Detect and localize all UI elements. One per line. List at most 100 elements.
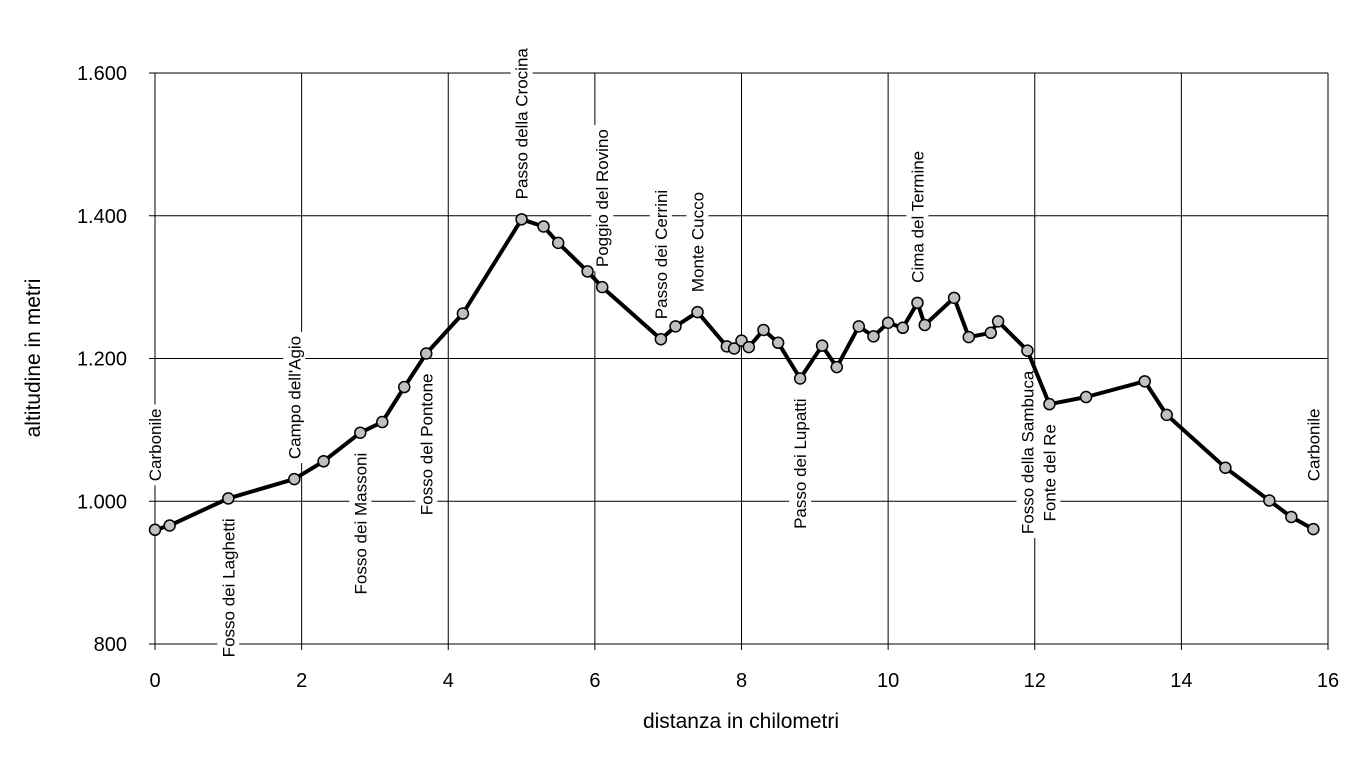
annotation-label: Cima del Termine: [906, 146, 929, 287]
data-point: [881, 316, 895, 330]
x-tick-label: 2: [296, 670, 307, 692]
annotation-background: [144, 404, 166, 486]
x-tick-label: 10: [877, 670, 899, 692]
annotation-background: [789, 394, 812, 533]
annotation-background: [283, 331, 306, 464]
annotation-background: [1302, 404, 1325, 486]
annotation-background: [686, 187, 709, 297]
annotation-background: [510, 44, 533, 204]
annotations: Carbonile Fosso dei Laghetti Campo dell'Ag…: [144, 44, 1325, 662]
data-point: [1160, 408, 1173, 422]
y-tick-label: 1.200: [77, 349, 127, 371]
data-point: [148, 523, 162, 537]
annotation-label: Passo dei Lupatti: [789, 394, 812, 533]
annotation-label: Carbonile: [1302, 404, 1325, 486]
data-point: [830, 360, 844, 374]
data-point: [398, 380, 411, 394]
data-point: [551, 236, 565, 250]
data-point: [456, 307, 470, 320]
annotation-label: Carbonile: [144, 404, 166, 486]
y-tick-label: 1.000: [77, 491, 127, 513]
data-point: [815, 339, 829, 352]
data-point: [354, 426, 367, 439]
annotation-background: [906, 146, 929, 287]
y-axis-title: altitudine in metri: [22, 279, 45, 438]
annotation-label: Fosso della Sambuca: [1016, 366, 1039, 539]
data-point: [1079, 390, 1093, 404]
annotation-text: Fosso dei Laghetti: [219, 518, 238, 657]
data-point: [727, 342, 741, 355]
data-point: [537, 220, 550, 233]
annotation-label: Campo dell'Agio: [283, 331, 306, 464]
series-group: [148, 213, 1320, 537]
annotation-label: Fosso dei Laghetti: [217, 514, 240, 662]
y-tick-label: 1.400: [77, 206, 127, 228]
data-point: [1307, 522, 1320, 536]
x-tick-label: 0: [149, 670, 160, 692]
data-point: [793, 372, 807, 385]
data-point: [771, 336, 785, 350]
y-tick-label: 1.600: [77, 63, 127, 85]
data-point: [691, 305, 704, 319]
x-tick-label: 16: [1317, 670, 1339, 692]
data-point: [222, 492, 235, 505]
annotation-text: Passo dei Lupatti: [791, 398, 810, 528]
data-point: [1043, 397, 1056, 411]
x-axis-title: distanza in chilometri: [643, 710, 839, 733]
annotation-label: Poggio del Rovino: [591, 125, 614, 272]
annotation-background: [649, 185, 672, 324]
x-tick-label: 4: [443, 670, 454, 692]
annotation-text: Fonte del Re: [1040, 424, 1059, 521]
data-point: [595, 280, 609, 294]
data-point: [1219, 461, 1232, 474]
data-point: [984, 326, 998, 340]
annotation-label: Fosso del Pontone: [415, 369, 438, 520]
x-tick-label: 6: [589, 670, 600, 692]
data-point: [163, 519, 176, 532]
data-point: [742, 340, 756, 354]
x-tick-label: 12: [1024, 670, 1046, 692]
annotation-label: Monte Cucco: [686, 187, 709, 297]
data-point: [991, 315, 1005, 328]
data-point: [376, 415, 389, 429]
annotation-text: Campo dell'Agio: [285, 336, 304, 459]
annotation-label: Fonte del Re: [1038, 420, 1061, 526]
annotation-background: [591, 125, 614, 272]
x-tick-label: 8: [736, 670, 747, 692]
data-point: [420, 347, 433, 360]
annotation-text: Fosso della Sambuca: [1018, 370, 1037, 534]
data-point: [1021, 344, 1034, 357]
data-point: [896, 321, 910, 335]
data-point: [1285, 510, 1298, 524]
data-point: [654, 332, 668, 346]
data-point: [515, 213, 528, 226]
annotation-text: Passo dei Cerrini: [652, 190, 671, 319]
data-point: [317, 455, 330, 468]
annotation-label: Fosso dei Massoni: [349, 448, 372, 599]
data-point: [757, 323, 770, 337]
data-point: [918, 318, 932, 332]
annotation-text: Cima del Termine: [908, 151, 927, 283]
annotation-background: [1038, 420, 1061, 526]
annotation-background: [415, 369, 438, 520]
annotation-text: Carbonile: [1304, 408, 1323, 481]
data-point: [1263, 494, 1276, 507]
annotation-background: [1016, 366, 1039, 539]
data-point: [947, 291, 961, 305]
data-point: [581, 265, 594, 278]
annotation-background: [349, 448, 372, 599]
ticks: 800 1.000 1.200 1.400 1.600 0 2 4 6 8 10 12 14 16: [77, 63, 1339, 692]
elevation-line: [154, 217, 1315, 532]
x-tick-label: 14: [1170, 670, 1192, 692]
annotation-text: Monte Cucco: [689, 192, 708, 292]
annotation-label: Passo della Crocina: [510, 44, 533, 204]
data-point: [852, 320, 866, 333]
annotation-label: Passo dei Cerrini: [649, 185, 672, 324]
annotation-text: Poggio del Rovino: [593, 129, 612, 267]
data-point: [911, 296, 924, 310]
data-point: [962, 330, 976, 344]
data-point: [1138, 375, 1151, 388]
annotation-text: Fosso del Pontone: [417, 374, 436, 516]
annotation-text: Fosso dei Massoni: [351, 453, 370, 595]
